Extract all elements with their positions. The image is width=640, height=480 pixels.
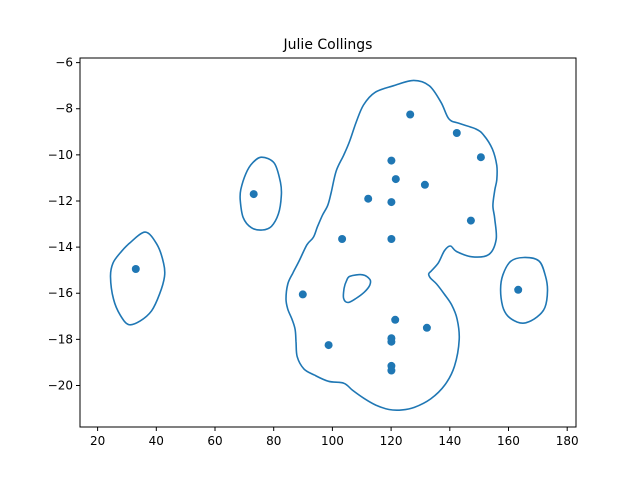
contour-line-3	[285, 79, 498, 411]
scatter-point-14	[391, 315, 400, 324]
x-tick-label-20: 20	[90, 434, 105, 448]
scatter-point-5	[338, 235, 347, 243]
x-tick-label-140: 140	[438, 434, 461, 448]
scatter-point-8	[387, 198, 396, 207]
contour-layer	[109, 79, 549, 411]
scatter-point-6	[364, 194, 373, 203]
scatter-point-13	[387, 366, 396, 375]
plot-frame	[79, 57, 577, 428]
scatter-point-7	[387, 156, 396, 165]
scatter-point-17	[420, 180, 429, 189]
y-tick-label--18: −18	[48, 332, 73, 346]
x-tick-label-60: 60	[207, 434, 222, 448]
scatter-point-16	[406, 110, 415, 119]
contour-line-5	[499, 256, 549, 325]
x-tick-label-180: 180	[556, 434, 579, 448]
scatter-point-9	[387, 235, 396, 243]
scatter-point-22	[514, 285, 523, 294]
chart-title: Julie Collings	[283, 37, 373, 53]
y-tick-label--12: −12	[48, 194, 73, 208]
scatter-point-19	[452, 129, 461, 137]
contour-line-4	[342, 273, 372, 304]
y-tick-label--6: −6	[55, 56, 73, 70]
x-tick-label-80: 80	[266, 434, 281, 448]
scatter-point-15	[391, 175, 400, 184]
scatter-point-1	[131, 265, 140, 273]
y-axis: −20 −18 −16 −14 −12 −10 −8 −6	[48, 56, 80, 392]
y-tick-label--16: −16	[48, 286, 73, 300]
point-layer	[131, 110, 523, 375]
scatter-point-21	[476, 153, 485, 162]
x-tick-label-40: 40	[149, 434, 164, 448]
scatter-point-11	[387, 337, 396, 346]
scatter-point-3	[298, 290, 307, 299]
y-tick-label--20: −20	[48, 378, 73, 392]
contour-line-1	[109, 231, 166, 326]
x-tick-label-120: 120	[380, 434, 403, 448]
y-tick-label--14: −14	[48, 240, 73, 254]
scatter-point-20	[466, 216, 475, 225]
x-axis: 20 40 60 80 100 120 140 160 180	[90, 427, 579, 448]
scatter-point-18	[422, 323, 431, 332]
x-tick-label-100: 100	[321, 434, 344, 448]
scatter-point-2	[249, 190, 258, 199]
y-tick-label--10: −10	[48, 148, 73, 162]
contour-line-2	[239, 156, 283, 231]
x-tick-label-160: 160	[497, 434, 520, 448]
y-tick-label--8: −8	[55, 102, 73, 116]
scatter-point-4	[324, 341, 333, 350]
